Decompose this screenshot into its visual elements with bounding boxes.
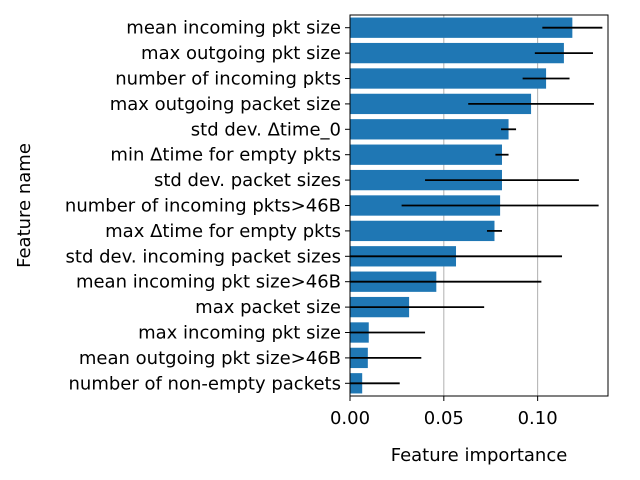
bar <box>350 220 495 242</box>
y-tick-label: max outgoing packet size <box>110 94 341 115</box>
y-ticks: mean incoming pkt size max outgoing pkt s… <box>65 18 350 394</box>
x-tick-label: 0.05 <box>424 408 464 429</box>
y-tick-label: mean incoming pkt size>46B <box>76 272 341 293</box>
x-tick-label: 0.00 <box>330 408 370 429</box>
x-tick-label: 0.10 <box>518 408 558 429</box>
y-tick-label: min Δtime for empty pkts <box>110 145 341 166</box>
y-tick-label: mean incoming pkt size <box>126 18 341 39</box>
y-tick-label: max packet size <box>195 297 341 318</box>
y-tick-label: max Δtime for empty pkts <box>105 221 341 242</box>
y-tick-label: mean outgoing pkt size>46B <box>79 348 341 369</box>
bar <box>350 119 509 140</box>
bar <box>350 68 547 89</box>
bar <box>350 17 573 38</box>
bar <box>350 93 532 115</box>
error-bars <box>350 26 603 385</box>
y-tick-label: std dev. Δtime_0 <box>191 119 341 140</box>
y-tick-label: max incoming pkt size <box>138 323 341 344</box>
y-tick-label: number of incoming pkts <box>115 69 341 90</box>
y-tick-label: std dev. packet sizes <box>154 170 341 191</box>
bar <box>350 144 502 165</box>
y-tick-label: max outgoing pkt size <box>141 43 341 64</box>
y-axis-label: Feature name <box>14 143 35 268</box>
y-tick-label: number of incoming pkts>46B <box>65 196 341 217</box>
bar <box>350 42 564 64</box>
y-tick-label: number of non-empty packets <box>69 373 341 394</box>
x-ticks: 0.00 0.05 0.10 <box>330 396 558 429</box>
x-axis-label: Feature importance <box>391 445 568 466</box>
y-tick-label: std dev. incoming packet sizes <box>66 246 341 267</box>
